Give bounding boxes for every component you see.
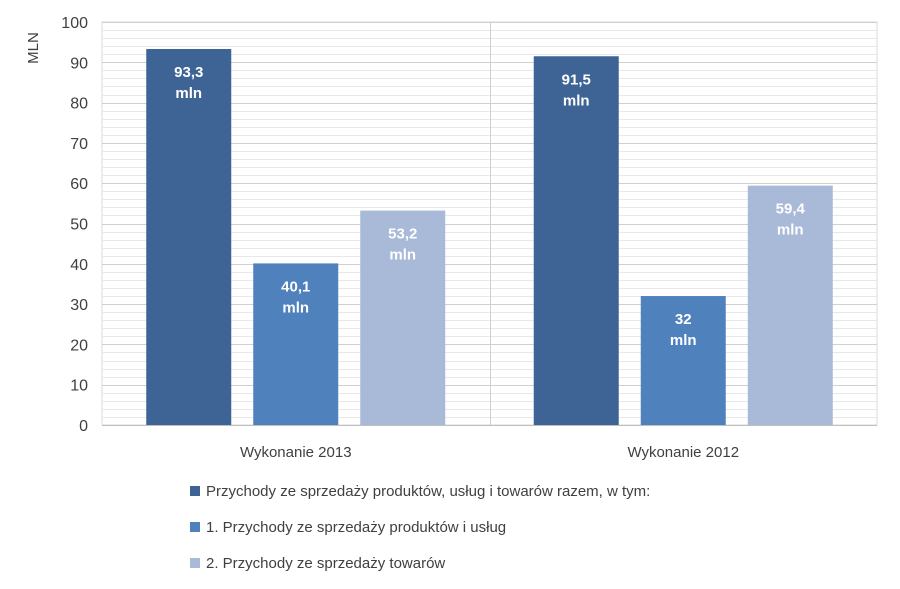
y-tick-label: 90 bbox=[70, 55, 88, 72]
y-tick-label: 50 bbox=[70, 217, 88, 234]
bar bbox=[360, 210, 446, 425]
y-tick-label: 0 bbox=[79, 418, 88, 435]
y-tick-label: 60 bbox=[70, 176, 88, 193]
y-tick-label: 40 bbox=[70, 257, 88, 274]
data-label: 53,2 bbox=[388, 226, 417, 243]
legend-swatch bbox=[190, 558, 200, 568]
data-label: 40,1 bbox=[281, 278, 310, 295]
data-label: mln bbox=[670, 332, 697, 349]
x-category-label: Wykonanie 2013 bbox=[240, 444, 352, 461]
bar bbox=[533, 56, 619, 425]
legend-label: Przychody ze sprzedaży produktów, usług … bbox=[206, 483, 650, 500]
y-tick-label: 20 bbox=[70, 337, 88, 354]
legend-swatch bbox=[190, 486, 200, 496]
y-tick-label: 10 bbox=[70, 378, 88, 395]
data-label: 91,5 bbox=[562, 71, 591, 88]
data-label: mln bbox=[563, 92, 590, 109]
bar bbox=[146, 49, 232, 425]
y-axis-title: MLN bbox=[25, 32, 42, 64]
bar bbox=[747, 185, 833, 425]
data-label: 93,3 bbox=[174, 64, 203, 81]
legend-label: 1. Przychody ze sprzedaży produktów i us… bbox=[206, 519, 506, 536]
data-label: 32 bbox=[675, 311, 692, 328]
y-tick-label: 30 bbox=[70, 297, 88, 314]
data-label: mln bbox=[282, 299, 309, 316]
legend-label: 2. Przychody ze sprzedaży towarów bbox=[206, 555, 445, 572]
data-label: mln bbox=[389, 247, 416, 264]
x-category-label: Wykonanie 2012 bbox=[627, 444, 739, 461]
data-label: mln bbox=[777, 222, 804, 239]
data-label: 59,4 bbox=[776, 201, 806, 218]
y-tick-label: 70 bbox=[70, 136, 88, 153]
bar bbox=[640, 296, 726, 425]
data-label: mln bbox=[175, 85, 202, 102]
bar bbox=[253, 263, 339, 425]
legend-swatch bbox=[190, 522, 200, 532]
y-tick-label: 100 bbox=[61, 15, 88, 32]
y-tick-label: 80 bbox=[70, 96, 88, 113]
